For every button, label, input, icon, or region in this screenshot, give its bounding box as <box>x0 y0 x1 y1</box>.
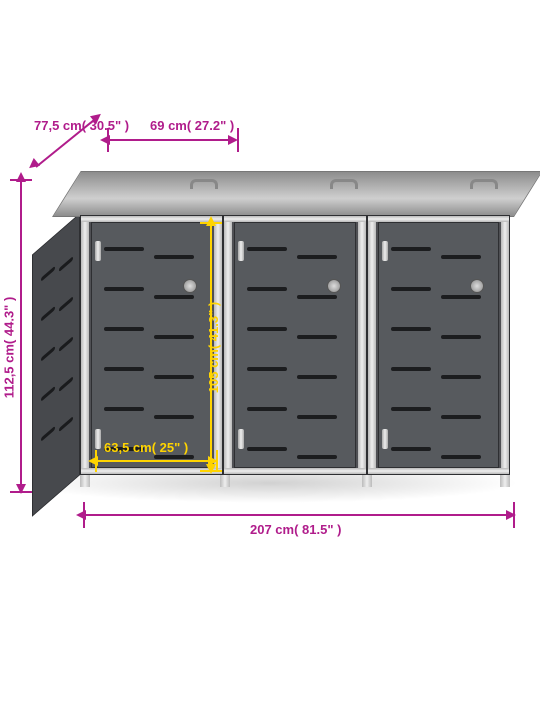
bay <box>367 215 510 475</box>
lid <box>52 171 540 217</box>
lock-icon <box>470 279 484 293</box>
front-face <box>80 215 510 475</box>
dim-lidwidth-label: 69 cm( 27.2" ) <box>150 118 234 133</box>
dim-tick <box>200 470 222 472</box>
dim-tick <box>200 222 222 224</box>
leg-icon <box>500 475 510 487</box>
dim-doorheight-label: 105 cm( 41.3" ) <box>206 302 221 393</box>
lid-handle-icon <box>330 179 358 189</box>
hinge-icon <box>238 429 244 449</box>
dim-doorwidth-line <box>96 460 210 462</box>
diagram-canvas: { "diagram": { "type": "infographic", "b… <box>0 0 540 720</box>
side-panel <box>32 213 80 517</box>
dim-lidwidth-line <box>108 139 230 141</box>
dim-tick <box>216 450 218 472</box>
dim-tick <box>513 502 515 528</box>
leg-icon <box>220 475 230 487</box>
hinge-icon <box>95 429 101 449</box>
hinge-icon <box>95 241 101 261</box>
dim-tick <box>83 502 85 528</box>
dim-width-line <box>84 514 508 516</box>
leg-icon <box>80 475 90 487</box>
hinge-icon <box>382 241 388 261</box>
leg-icon <box>362 475 372 487</box>
lock-icon <box>183 279 197 293</box>
dim-doorwidth-label: 63,5 cm( 25" ) <box>104 440 188 455</box>
bay <box>80 215 223 475</box>
door <box>378 222 499 468</box>
dim-tick <box>10 179 32 181</box>
dim-height-label: 112,5 cm( 44.3" ) <box>1 297 16 399</box>
bay <box>223 215 366 475</box>
dim-tick <box>237 128 239 152</box>
hinge-icon <box>238 241 244 261</box>
dim-tick <box>107 128 109 152</box>
arrow-icon <box>26 158 40 172</box>
dim-tick <box>10 491 32 493</box>
arrow-icon <box>206 216 216 226</box>
door <box>91 222 212 468</box>
dim-height-line <box>20 180 22 486</box>
lid-handle-icon <box>470 179 498 189</box>
dim-depth-label: 77,5 cm( 30.5" ) <box>34 118 129 133</box>
door <box>234 222 355 468</box>
product-shed <box>80 215 510 475</box>
dim-width-label: 207 cm( 81.5" ) <box>250 522 341 537</box>
dim-tick <box>95 450 97 472</box>
hinge-icon <box>382 429 388 449</box>
lock-icon <box>327 279 341 293</box>
lid-handle-icon <box>190 179 218 189</box>
